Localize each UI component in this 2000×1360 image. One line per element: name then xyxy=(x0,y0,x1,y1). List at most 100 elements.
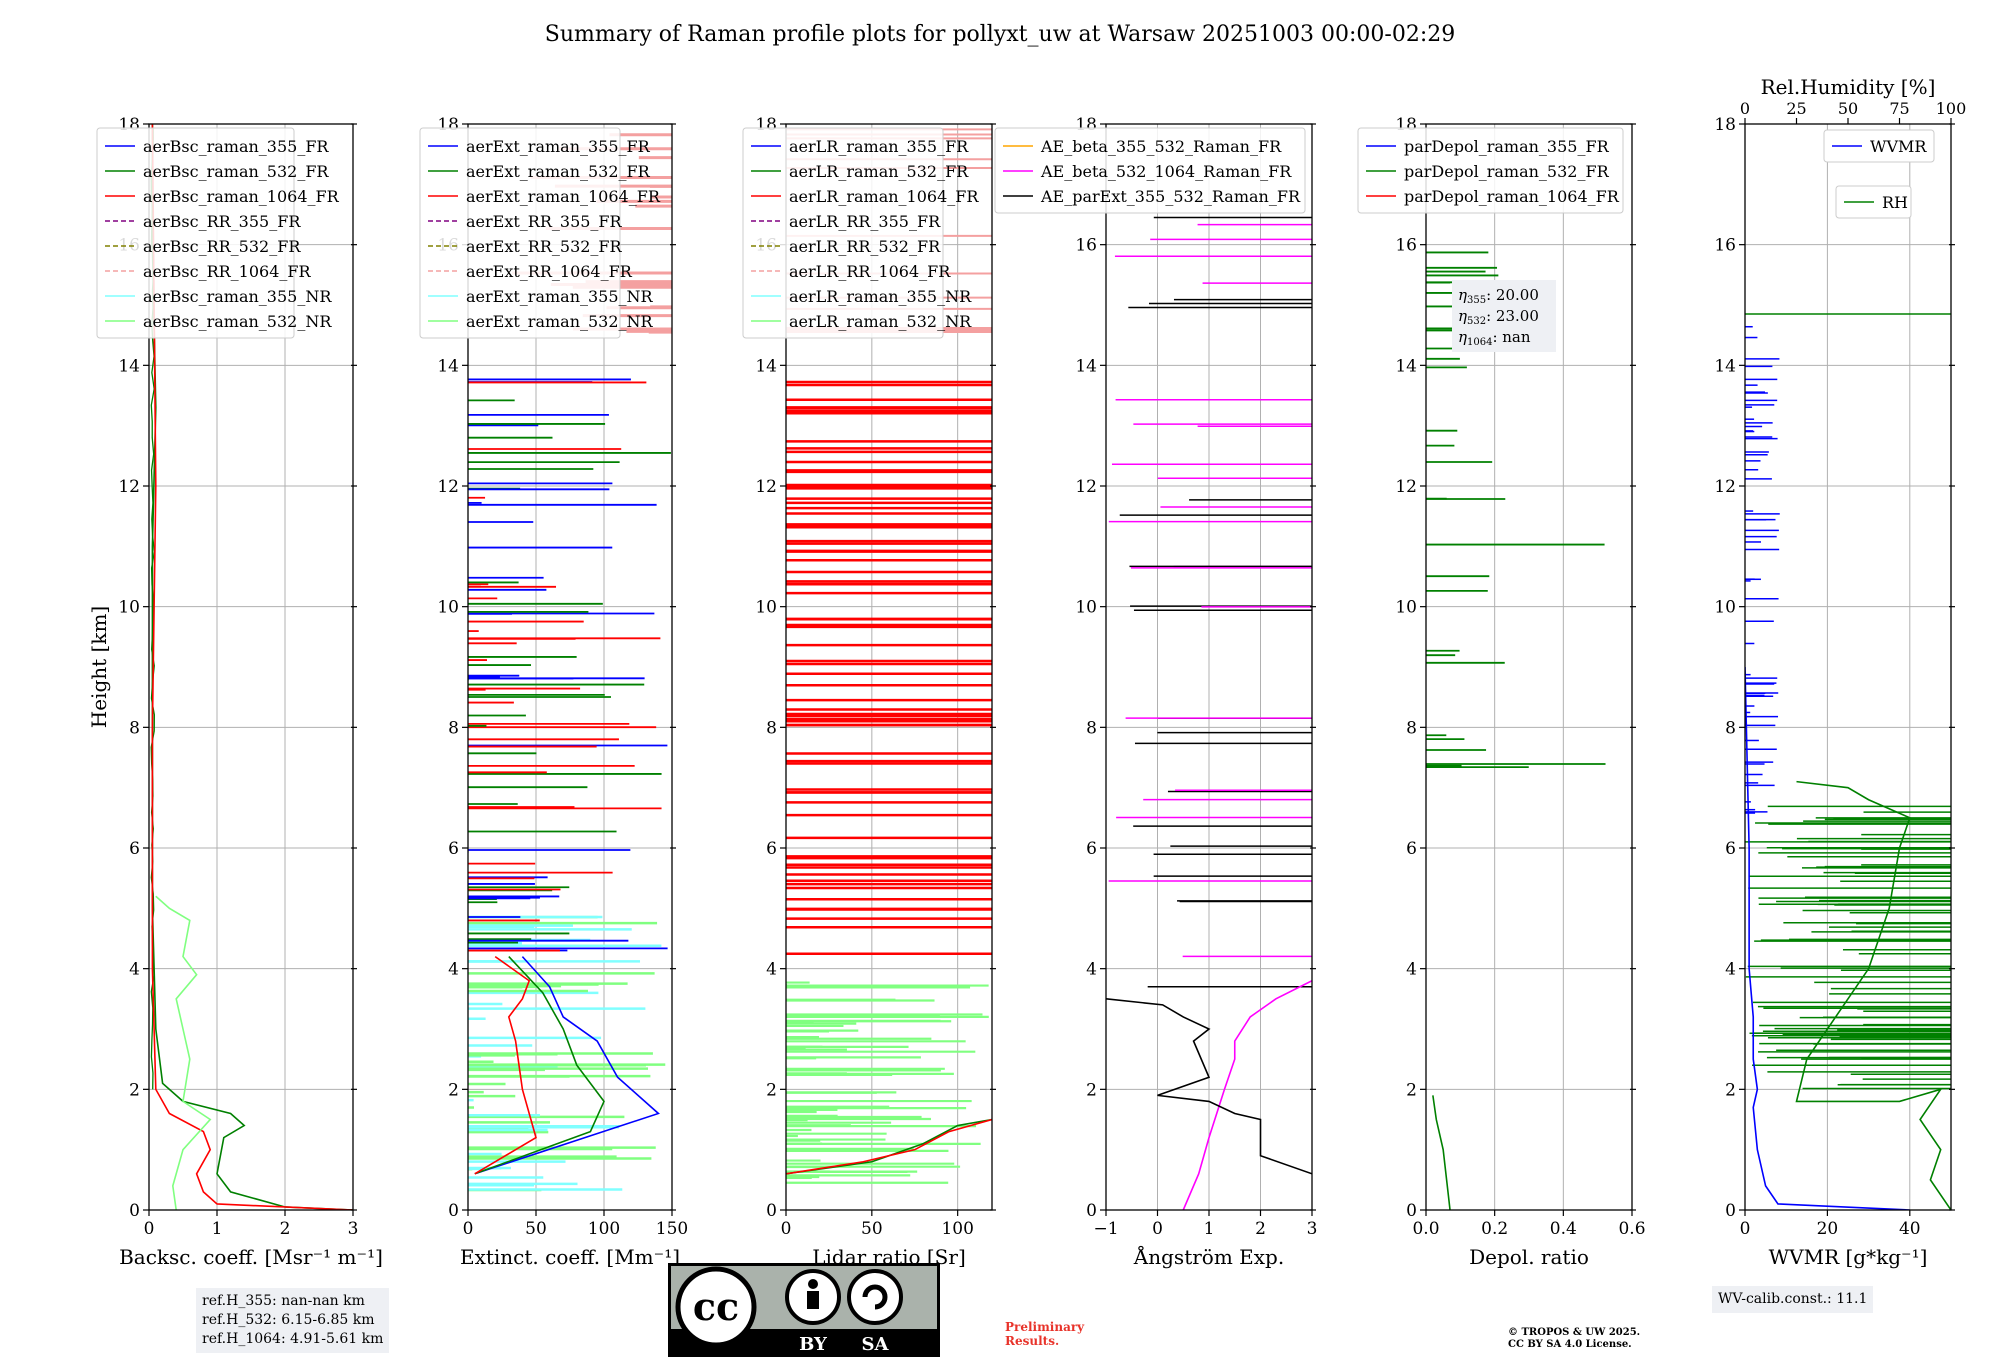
top-tick-label: 50 xyxy=(1838,99,1858,118)
x-tick-label: 1 xyxy=(212,1219,223,1239)
legend-label: aerLR_raman_355_FR xyxy=(789,137,969,156)
y-tick-label: 6 xyxy=(766,839,777,859)
legend-label: aerBsc_raman_1064_FR xyxy=(143,187,340,206)
legend-label: aerLR_raman_532_FR xyxy=(789,162,969,181)
top-axis-label: Rel.Humidity [%] xyxy=(1761,75,1936,99)
ref-height-532: ref.H_532: 6.15-6.85 km xyxy=(202,1312,375,1328)
ref-height-1064: ref.H_1064: 4.91-5.61 km xyxy=(202,1331,384,1347)
series-WVMR xyxy=(1745,666,1910,1210)
y-tick-label: 8 xyxy=(448,718,459,738)
legend-box xyxy=(1823,129,1935,163)
cc-sa-label: SA xyxy=(862,1334,890,1355)
cc-by-sa-logo: cc BY SA xyxy=(668,1263,940,1357)
y-tick-label: 14 xyxy=(1075,356,1097,376)
x-tick-label: 0 xyxy=(144,1219,155,1239)
y-tick-label: 8 xyxy=(766,718,777,738)
axes-frame xyxy=(1425,123,1633,1211)
legend-box xyxy=(1357,127,1624,214)
series-aerExt_raman_1064_FR xyxy=(474,955,537,1175)
y-tick-label: 4 xyxy=(1406,960,1417,980)
x-axis-label: Extinct. coeff. [Mm⁻¹] xyxy=(460,1245,680,1269)
legend-label: aerExt_raman_532_FR xyxy=(466,162,651,181)
copyright-line-1: © TROPOS & UW 2025. xyxy=(1508,1327,1641,1338)
legend-label: aerBsc_raman_532_NR xyxy=(143,312,332,331)
y-tick-label: 0 xyxy=(448,1201,459,1221)
y-tick-label: 12 xyxy=(1075,477,1097,497)
x-tick-label: 1 xyxy=(1204,1219,1215,1239)
x-tick-label: 50 xyxy=(525,1219,547,1239)
y-tick-label: 10 xyxy=(1714,598,1736,618)
y-tick-label: 6 xyxy=(1086,839,1097,859)
y-tick-label: 8 xyxy=(1725,718,1736,738)
y-tick-label: 2 xyxy=(766,1080,777,1100)
y-tick-label: 0 xyxy=(1086,1201,1097,1221)
preliminary-line-2: Results. xyxy=(1005,1334,1060,1348)
legend-label: aerBsc_RR_532_FR xyxy=(143,237,301,256)
y-tick-label: 16 xyxy=(1714,236,1736,256)
y-tick-label: 12 xyxy=(118,477,140,497)
x-tick-label: 3 xyxy=(1307,1219,1318,1239)
x-tick-label: 0.4 xyxy=(1550,1219,1577,1239)
series-RH xyxy=(1795,780,1951,1210)
x-tick-label: 0 xyxy=(1152,1219,1163,1239)
y-tick-label: 10 xyxy=(118,598,140,618)
y-tick-label: 10 xyxy=(1395,598,1417,618)
legend-label: aerExt_raman_1064_FR xyxy=(466,187,661,206)
legend-label: RH xyxy=(1882,193,1908,212)
legend-label: aerExt_raman_532_NR xyxy=(466,312,654,331)
series-aerExt_raman_355_FR xyxy=(474,956,660,1175)
y-tick-label: 16 xyxy=(1075,236,1097,256)
top-tick-label: 100 xyxy=(1936,99,1967,118)
y-tick-label: 2 xyxy=(1725,1080,1736,1100)
legend-label: aerExt_RR_355_FR xyxy=(466,212,623,231)
y-tick-label: 14 xyxy=(437,356,459,376)
legend-label: aerLR_raman_355_NR xyxy=(789,287,972,306)
ref-height-355: ref.H_355: nan-nan km xyxy=(202,1293,365,1309)
figure-title: Summary of Raman profile plots for polly… xyxy=(544,22,1456,47)
x-tick-label: 20 xyxy=(1817,1219,1839,1239)
legend-label: aerBsc_raman_532_FR xyxy=(143,162,329,181)
x-tick-label: 0.2 xyxy=(1481,1219,1508,1239)
x-tick-label: 0 xyxy=(1740,1219,1751,1239)
y-tick-label: 12 xyxy=(437,477,459,497)
y-tick-label: 0 xyxy=(766,1201,777,1221)
legend-label: aerLR_raman_1064_FR xyxy=(789,187,979,206)
panel-6: 0 20 40 0 2 4 6 8 10 12 14 16 18 WVMR [g*kg⁻¹] xyxy=(1714,115,1955,1269)
top-tick-label: 25 xyxy=(1786,99,1806,118)
x-axis-label: Ångström Exp. xyxy=(1133,1244,1284,1269)
eta-annotation: η1064: nan xyxy=(1458,328,1531,348)
y-tick-label: 14 xyxy=(755,356,777,376)
y-tick-label: 12 xyxy=(755,477,777,497)
plot-area xyxy=(786,128,992,1184)
y-tick-label: 14 xyxy=(1714,356,1736,376)
x-tick-label: 150 xyxy=(656,1219,688,1239)
x-axis-label: WVMR [g*kg⁻¹] xyxy=(1769,1245,1928,1269)
panel-3: 050100024681012141618Lidar ratio [Sr]aer… xyxy=(742,115,996,1269)
y-tick-label: 16 xyxy=(1395,236,1417,256)
legend-box xyxy=(994,127,1306,214)
legend: parDepol_raman_355_FR parDepol_raman_532_… xyxy=(1357,127,1624,214)
legend: aerBsc_raman_355_FR aerBsc_raman_532_FRae… xyxy=(96,127,340,339)
series-aerLR_raman_532_FR xyxy=(786,1118,992,1175)
axes-frame xyxy=(1105,123,1313,1211)
y-tick-label: 14 xyxy=(1395,356,1417,376)
panel-1: 0123024681012141618Backsc. coeff. [Msr⁻¹… xyxy=(96,115,383,1269)
y-tick-label: 6 xyxy=(129,839,140,859)
x-tick-label: −1 xyxy=(1093,1219,1118,1239)
legend-label: aerExt_RR_1064_FR xyxy=(466,262,633,281)
legend: aerExt_raman_355_FR aerExt_raman_532_FRae… xyxy=(419,127,661,339)
y-tick-label: 2 xyxy=(129,1080,140,1100)
legend: AE_beta_355_532_Raman_FR AE_beta_532_1064… xyxy=(994,127,1306,214)
legend-label: AE_beta_532_1064_Raman_FR xyxy=(1040,162,1292,181)
y-tick-label: 4 xyxy=(1086,960,1097,980)
preliminary-note: Preliminary Results. xyxy=(1005,1320,1084,1348)
legend-label: aerLR_raman_532_NR xyxy=(789,312,972,331)
eta-annotation: η355: 20.00 xyxy=(1458,286,1539,306)
plot-area xyxy=(1106,216,1312,1210)
legend-label: aerExt_RR_532_FR xyxy=(466,237,623,256)
axes-frame xyxy=(785,123,993,1211)
legend-label: aerExt_raman_355_FR xyxy=(466,137,651,156)
x-axis-label: Backsc. coeff. [Msr⁻¹ m⁻¹] xyxy=(119,1245,383,1269)
legend-label: aerBsc_raman_355_NR xyxy=(143,287,332,306)
